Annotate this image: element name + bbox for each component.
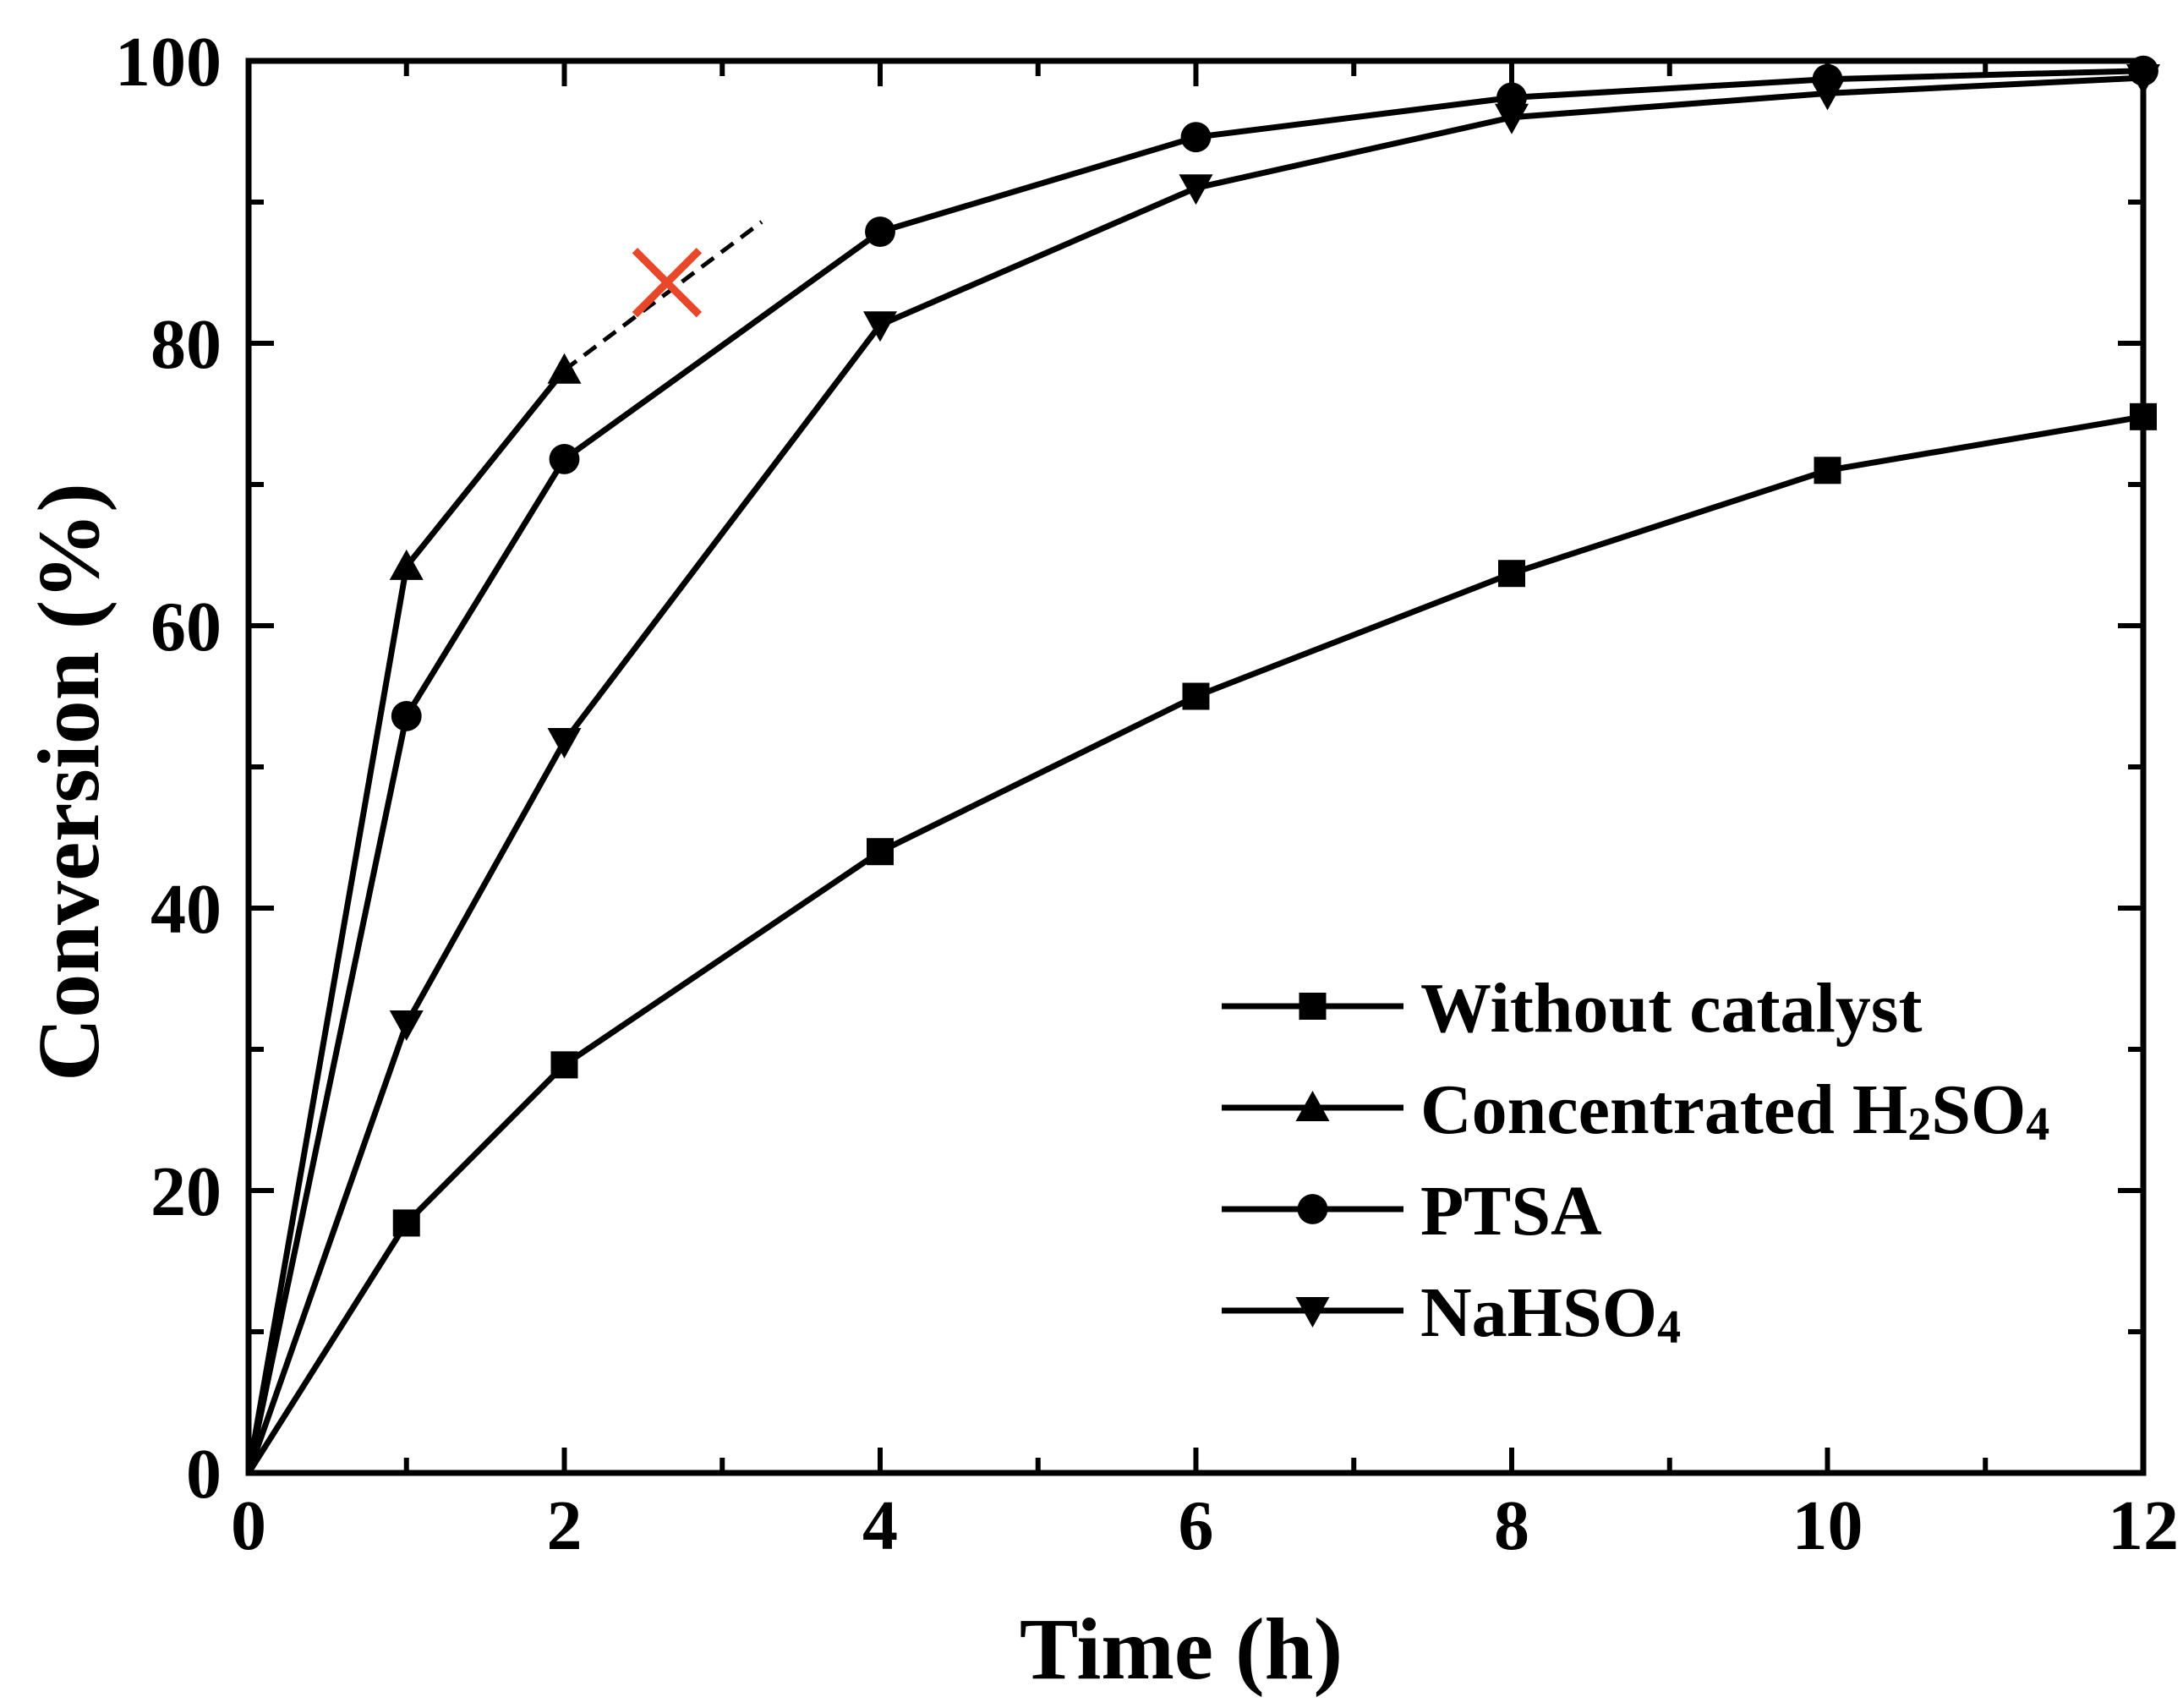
legend-label: Without catalyst <box>1420 969 1922 1048</box>
legend-label-part: Concentrated H <box>1420 1070 1907 1149</box>
legend-label-part: SO <box>1931 1070 2026 1149</box>
data-point-ptsa <box>865 216 895 247</box>
legend-item-concentrated-h2so4: Concentrated H2SO4 <box>1222 1070 2049 1151</box>
data-point-concentrated-h2so4 <box>547 353 582 384</box>
legend-item-without-catalyst: Without catalyst <box>1222 969 1922 1048</box>
y-tick-label: 80 <box>150 305 222 384</box>
y-tick-label: 40 <box>150 870 222 949</box>
y-tick-label: 0 <box>186 1435 222 1514</box>
legend-item-nahso4: NaHSO4 <box>1222 1273 1681 1354</box>
data-point-without-catalyst <box>550 1051 578 1079</box>
legend-label-subscript: 4 <box>2026 1098 2049 1151</box>
series-line-without-catalyst <box>246 413 2144 1475</box>
legend-marker <box>1295 1091 1330 1121</box>
data-point-without-catalyst <box>1182 682 1210 710</box>
legend-label: NaHSO4 <box>1420 1273 1681 1354</box>
data-point-without-catalyst <box>867 838 894 866</box>
dashed-extension-line <box>562 220 763 372</box>
data-point-ptsa <box>391 700 422 731</box>
plot-frame <box>245 57 2147 1476</box>
legend-marker <box>1297 1194 1328 1224</box>
data-point-nahso4 <box>547 727 582 758</box>
x-tick-label: 10 <box>1792 1486 1863 1565</box>
data-point-ptsa <box>1180 122 1212 153</box>
tick-labels: 0 2 4 6 8 10 12 0 20 40 60 80 100 <box>115 23 2179 1565</box>
legend-label: PTSA <box>1420 1172 1602 1251</box>
data-point-nahso4 <box>1179 174 1213 205</box>
x-tick-label: 0 <box>231 1486 266 1565</box>
x-axis-label: Time (h) <box>1020 1601 1343 1698</box>
y-axis-label: Conversion (%) <box>20 483 118 1081</box>
y-tick-label: 20 <box>150 1152 222 1231</box>
x-tick-label: 6 <box>1179 1486 1214 1565</box>
data-point-nahso4 <box>389 1010 424 1041</box>
data-point-concentrated-h2so4 <box>389 549 424 580</box>
legend-marker <box>1295 1297 1330 1328</box>
series-line-ptsa <box>245 68 2144 1474</box>
x-tick-label: 2 <box>547 1486 583 1565</box>
data-point-nahso4 <box>1810 79 1845 111</box>
x-tick-label: 8 <box>1494 1486 1529 1565</box>
x-tick-label: 4 <box>862 1486 898 1565</box>
legend-label-subscript: 4 <box>1657 1301 1681 1354</box>
legend-label: Concentrated H2SO4 <box>1420 1070 2049 1151</box>
data-point-nahso4 <box>1495 103 1529 134</box>
legend-marker <box>1299 993 1327 1020</box>
legend-item-ptsa: PTSA <box>1222 1172 1602 1251</box>
x-tick-label: 12 <box>2108 1486 2179 1565</box>
data-point-without-catalyst <box>1498 560 1525 588</box>
cross-stroke <box>632 248 703 318</box>
data-point-nahso4 <box>863 311 897 342</box>
legend-label-subscript: 2 <box>1907 1098 1931 1151</box>
data-point-without-catalyst <box>1814 457 1841 484</box>
red-cross-marker <box>632 248 703 318</box>
legend-label-part: NaHSO <box>1420 1273 1657 1352</box>
data-point-without-catalyst <box>392 1209 420 1237</box>
y-tick-label: 60 <box>150 588 222 666</box>
data-point-ptsa <box>549 444 580 474</box>
series-line-nahso4 <box>245 74 2144 1475</box>
annotations <box>562 220 763 372</box>
y-tick-label: 100 <box>115 23 222 101</box>
